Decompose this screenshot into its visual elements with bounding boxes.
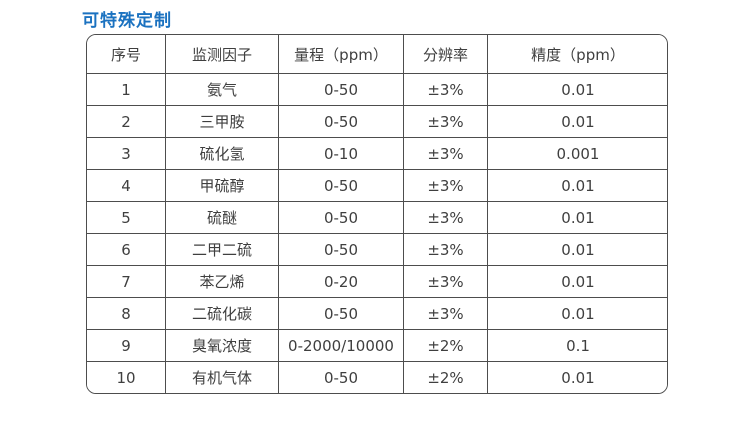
cell-range: 0-50: [278, 201, 404, 234]
cell-range: 0-2000/10000: [278, 329, 404, 362]
cell-factor: 二硫化碳: [165, 297, 279, 330]
cell-no: 8: [87, 297, 166, 330]
cell-no: 6: [87, 233, 166, 266]
cell-factor: 苯乙烯: [165, 265, 279, 298]
cell-no: 5: [87, 201, 166, 234]
column-header-accuracy: 精度（ppm）: [487, 35, 667, 74]
table-row: 8 二硫化碳 0-50 ±3% 0.01: [87, 297, 667, 330]
cell-resolution: ±2%: [403, 329, 488, 362]
table-row: 5 硫醚 0-50 ±3% 0.01: [87, 201, 667, 234]
cell-factor: 氨气: [165, 73, 279, 106]
cell-accuracy: 0.01: [487, 73, 667, 106]
cell-factor: 硫醚: [165, 201, 279, 234]
cell-accuracy: 0.01: [487, 265, 667, 298]
cell-no: 2: [87, 105, 166, 138]
cell-factor: 三甲胺: [165, 105, 279, 138]
cell-accuracy: 0.01: [487, 169, 667, 202]
cell-range: 0-10: [278, 137, 404, 170]
table-row: 7 苯乙烯 0-20 ±3% 0.01: [87, 265, 667, 298]
table-row: 10 有机气体 0-50 ±2% 0.01: [87, 361, 667, 393]
cell-range: 0-50: [278, 105, 404, 138]
cell-range: 0-50: [278, 73, 404, 106]
cell-factor: 臭氧浓度: [165, 329, 279, 362]
table-row: 2 三甲胺 0-50 ±3% 0.01: [87, 105, 667, 138]
page-title: 可特殊定制: [82, 11, 172, 31]
column-header-factor: 监测因子: [165, 35, 279, 74]
cell-resolution: ±3%: [403, 201, 488, 234]
cell-range: 0-50: [278, 169, 404, 202]
cell-resolution: ±3%: [403, 265, 488, 298]
cell-accuracy: 0.01: [487, 233, 667, 266]
cell-resolution: ±3%: [403, 105, 488, 138]
cell-resolution: ±3%: [403, 169, 488, 202]
table-row: 3 硫化氢 0-10 ±3% 0.001: [87, 137, 667, 170]
spec-table: 序号 监测因子 量程（ppm） 分辨率 精度（ppm） 1 氨气 0-50 ±3% 0.…: [87, 35, 667, 393]
cell-accuracy: 0.001: [487, 137, 667, 170]
cell-factor: 二甲二硫: [165, 233, 279, 266]
cell-no: 10: [87, 361, 166, 393]
table-header-row: 序号 监测因子 量程（ppm） 分辨率 精度（ppm）: [87, 35, 667, 74]
cell-accuracy: 0.01: [487, 105, 667, 138]
cell-no: 4: [87, 169, 166, 202]
column-header-no: 序号: [87, 35, 166, 74]
cell-resolution: ±3%: [403, 73, 488, 106]
cell-resolution: ±2%: [403, 361, 488, 393]
cell-no: 9: [87, 329, 166, 362]
cell-range: 0-50: [278, 297, 404, 330]
column-header-range: 量程（ppm）: [278, 35, 404, 74]
cell-factor: 硫化氢: [165, 137, 279, 170]
cell-no: 7: [87, 265, 166, 298]
table-row: 4 甲硫醇 0-50 ±3% 0.01: [87, 169, 667, 202]
cell-range: 0-50: [278, 233, 404, 266]
cell-no: 1: [87, 73, 166, 106]
column-header-resolution: 分辨率: [403, 35, 488, 74]
table-body: 1 氨气 0-50 ±3% 0.01 2 三甲胺 0-50 ±3% 0.01 3 硫化氢 0-10 ±3%…: [87, 73, 667, 393]
table-row: 6 二甲二硫 0-50 ±3% 0.01: [87, 233, 667, 266]
cell-accuracy: 0.1: [487, 329, 667, 362]
cell-accuracy: 0.01: [487, 201, 667, 234]
cell-range: 0-50: [278, 361, 404, 393]
cell-factor: 甲硫醇: [165, 169, 279, 202]
cell-factor: 有机气体: [165, 361, 279, 393]
cell-range: 0-20: [278, 265, 404, 298]
cell-resolution: ±3%: [403, 297, 488, 330]
table-row: 9 臭氧浓度 0-2000/10000 ±2% 0.1: [87, 329, 667, 362]
cell-accuracy: 0.01: [487, 297, 667, 330]
cell-accuracy: 0.01: [487, 361, 667, 393]
spec-table-container: 序号 监测因子 量程（ppm） 分辨率 精度（ppm） 1 氨气 0-50 ±3% 0.…: [86, 34, 668, 394]
cell-resolution: ±3%: [403, 137, 488, 170]
cell-no: 3: [87, 137, 166, 170]
table-row: 1 氨气 0-50 ±3% 0.01: [87, 73, 667, 106]
cell-resolution: ±3%: [403, 233, 488, 266]
